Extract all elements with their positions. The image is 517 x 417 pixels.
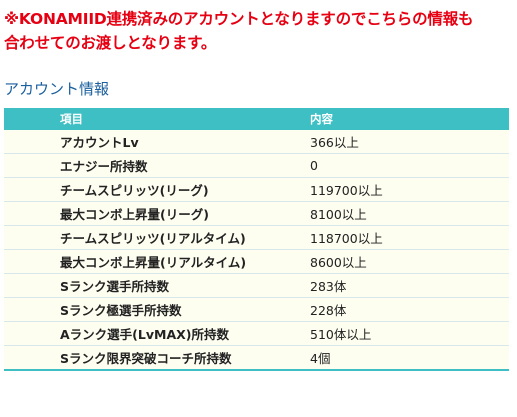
table-row: 最大コンボ上昇量(リアルタイム) 8600以上 [4, 249, 509, 274]
row-item: アカウントLv [4, 130, 308, 154]
table-row: 最大コンボ上昇量(リーグ) 8100以上 [4, 201, 509, 226]
table-row: チームスピリッツ(リアルタイム) 118700以上 [4, 225, 509, 250]
header-value: 内容 [308, 108, 509, 130]
section-title: アカウント情報 [4, 80, 110, 98]
notice-text: ※KONAMIID連携済みのアカウントとなりますのでこちらの情報も 合わせてのお… [4, 7, 514, 55]
row-value: 8600以上 [308, 249, 509, 274]
row-item: エナジー所持数 [4, 153, 308, 178]
table-row: Sランク限界突破コーチ所持数 4個 [4, 345, 509, 371]
row-value: 4個 [308, 345, 509, 371]
table-row: Sランク極選手所持数 228体 [4, 297, 509, 322]
table-row: エナジー所持数 0 [4, 153, 509, 178]
table-row: Sランク選手所持数 283体 [4, 273, 509, 298]
row-value: 510体以上 [308, 321, 509, 346]
table-row: アカウントLv 366以上 [4, 130, 509, 154]
table-row: Aランク選手(LvMAX)所持数 510体以上 [4, 321, 509, 346]
row-value: 8100以上 [308, 201, 509, 226]
notice-line-1: ※KONAMIID連携済みのアカウントとなりますのでこちらの情報も [4, 10, 474, 28]
row-item: Sランク極選手所持数 [4, 297, 308, 322]
row-value: 0 [308, 153, 509, 178]
row-item: 最大コンボ上昇量(リアルタイム) [4, 249, 308, 274]
row-item: チームスピリッツ(リーグ) [4, 177, 308, 202]
row-value: 366以上 [308, 130, 509, 154]
row-item: Aランク選手(LvMAX)所持数 [4, 321, 308, 346]
row-item: Sランク限界突破コーチ所持数 [4, 345, 308, 371]
row-item: 最大コンボ上昇量(リーグ) [4, 201, 308, 226]
notice-line-2: 合わせてのお渡しとなります。 [4, 34, 217, 52]
header-item: 項目 [4, 108, 308, 130]
row-value: 228体 [308, 297, 509, 322]
row-value: 119700以上 [308, 177, 509, 202]
account-info-table: 項目 内容 アカウントLv 366以上 エナジー所持数 0 チームスピリッツ(リ… [4, 108, 509, 371]
table-row: チームスピリッツ(リーグ) 119700以上 [4, 177, 509, 202]
row-item: チームスピリッツ(リアルタイム) [4, 225, 308, 250]
table-header-row: 項目 内容 [4, 108, 509, 130]
row-item: Sランク選手所持数 [4, 273, 308, 298]
row-value: 118700以上 [308, 225, 509, 250]
row-value: 283体 [308, 273, 509, 298]
